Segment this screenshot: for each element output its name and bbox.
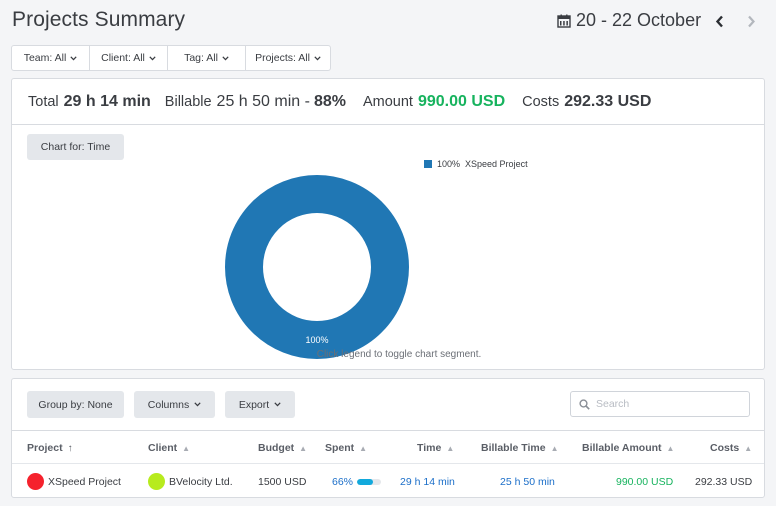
column-header-label: Billable Time bbox=[481, 442, 546, 454]
billable-value: 25 h 50 min - bbox=[216, 92, 310, 110]
column-header-label: Time bbox=[417, 442, 442, 454]
sort-icon: ▲︎ bbox=[359, 443, 368, 453]
donut-data-label: 100% bbox=[305, 335, 328, 345]
billable-percent: 88% bbox=[313, 92, 346, 110]
spent-progress-fill bbox=[357, 478, 373, 485]
sort-icon: ▲︎ bbox=[666, 443, 675, 453]
cell-spent: 66% bbox=[332, 465, 382, 498]
filter-bar: Team: All Client: All Tag: All Projects:… bbox=[11, 45, 331, 71]
table-row[interactable]: XSpeed Project BVelocity Ltd. 1500 USD 6… bbox=[12, 465, 764, 498]
chart-hint-text: Click legend to toggle chart segment. bbox=[316, 349, 482, 360]
amount-label: Amount bbox=[362, 93, 413, 110]
chevron-down-icon bbox=[314, 55, 321, 60]
page-title: Projects Summary bbox=[12, 8, 186, 31]
spent-progress-bar bbox=[357, 478, 382, 485]
column-header-label: Project bbox=[27, 442, 63, 454]
column-header-label: Spent bbox=[325, 442, 355, 454]
client-name: BVelocity Ltd. bbox=[169, 475, 233, 488]
filter-tag[interactable]: Tag: All bbox=[168, 46, 246, 70]
column-header-billable-time[interactable]: Billable Time ▲︎ bbox=[481, 431, 559, 465]
filter-client-label: Client: All bbox=[101, 52, 145, 64]
project-color-dot bbox=[27, 473, 44, 490]
column-header-billable-amount[interactable]: Billable Amount ▲︎ bbox=[582, 431, 674, 465]
column-header-costs[interactable]: Costs ▲︎ bbox=[710, 431, 752, 465]
chevron-down-icon bbox=[70, 55, 77, 60]
chevron-down-icon bbox=[274, 402, 281, 407]
column-header-label: Client bbox=[148, 442, 178, 454]
projects-table-card: Group by: None Columns Export Project ↑ … bbox=[11, 378, 765, 498]
table-header: Project ↑ Client ▲︎ Budget ▲︎ Spent ▲︎ T… bbox=[12, 430, 764, 464]
calendar-icon bbox=[557, 14, 571, 28]
cell-project[interactable]: XSpeed Project bbox=[27, 465, 121, 498]
column-header-label: Billable Amount bbox=[582, 442, 662, 454]
amount-value: 990.00 USD bbox=[417, 92, 506, 110]
column-header-label: Budget bbox=[258, 442, 295, 454]
next-period-button[interactable] bbox=[744, 12, 758, 30]
column-header-time[interactable]: Time ▲︎ bbox=[417, 431, 454, 465]
columns-button[interactable]: Columns bbox=[134, 391, 215, 418]
column-header-client[interactable]: Client ▲︎ bbox=[148, 431, 190, 465]
chevron-down-icon bbox=[222, 55, 229, 60]
cell-costs: 292.33 USD bbox=[695, 475, 753, 488]
sort-icon: ▲︎ bbox=[744, 443, 753, 453]
billable-label: Billable bbox=[164, 93, 212, 110]
group-by-label: Group by: None bbox=[38, 398, 113, 411]
summary-card: Total 29 h 14 min Billable 25 h 50 min -… bbox=[11, 78, 765, 370]
filter-projects-label: Projects: All bbox=[255, 52, 310, 64]
legend-item-xspeed-project[interactable]: 100% XSpeed Project bbox=[424, 159, 528, 169]
filter-client[interactable]: Client: All bbox=[90, 46, 168, 70]
date-range-label: 20 - 22 October bbox=[576, 10, 702, 30]
cell-time[interactable]: 29 h 14 min bbox=[400, 475, 455, 488]
cell-billable-time[interactable]: 25 h 50 min bbox=[500, 475, 555, 488]
costs-value: 292.33 USD bbox=[564, 92, 652, 110]
sort-icon: ▲︎ bbox=[550, 443, 559, 453]
donut-segment-xspeed-project[interactable] bbox=[225, 175, 409, 359]
sort-ascending-icon: ↑ bbox=[67, 442, 73, 454]
filter-team[interactable]: Team: All bbox=[12, 46, 90, 70]
chart-hint: Click legend to toggle chart segment. bbox=[12, 349, 764, 360]
sort-icon: ▲︎ bbox=[182, 443, 191, 453]
totals-bar: Total 29 h 14 min Billable 25 h 50 min -… bbox=[12, 79, 764, 125]
legend-label: XSpeed Project bbox=[465, 159, 528, 169]
cell-client: BVelocity Ltd. bbox=[148, 465, 233, 498]
cell-budget: 1500 USD bbox=[258, 475, 307, 488]
costs-label: Costs bbox=[522, 93, 560, 110]
chevron-left-icon bbox=[715, 15, 723, 27]
search-input[interactable] bbox=[596, 398, 736, 410]
client-color-dot bbox=[148, 473, 165, 490]
group-by-button[interactable]: Group by: None bbox=[27, 391, 124, 418]
column-header-spent[interactable]: Spent ▲︎ bbox=[325, 431, 367, 465]
donut-chart: 100% bbox=[225, 175, 409, 359]
columns-label: Columns bbox=[147, 398, 190, 411]
export-button[interactable]: Export bbox=[225, 391, 295, 418]
cell-billable-amount: 990.00 USD bbox=[616, 475, 674, 488]
chevron-down-icon bbox=[194, 402, 201, 407]
total-value: 29 h 14 min bbox=[63, 92, 151, 110]
total-label: Total bbox=[28, 93, 59, 110]
chart-for-button[interactable]: Chart for: Time bbox=[27, 134, 124, 160]
filter-team-label: Team: All bbox=[23, 52, 67, 64]
legend-percent: 100% bbox=[437, 159, 461, 169]
column-header-label: Costs bbox=[710, 442, 740, 454]
previous-period-button[interactable] bbox=[712, 12, 726, 30]
search-icon bbox=[579, 398, 590, 410]
export-label: Export bbox=[238, 398, 270, 411]
legend-swatch bbox=[424, 160, 432, 168]
filter-projects[interactable]: Projects: All bbox=[246, 46, 330, 70]
chevron-down-icon bbox=[149, 55, 156, 60]
column-header-budget[interactable]: Budget ▲︎ bbox=[258, 431, 307, 465]
project-name: XSpeed Project bbox=[48, 475, 121, 488]
filter-tag-label: Tag: All bbox=[184, 52, 218, 64]
search-box[interactable] bbox=[570, 391, 750, 417]
chevron-right-icon bbox=[747, 15, 755, 27]
column-header-project[interactable]: Project ↑ bbox=[27, 431, 73, 465]
sort-icon: ▲︎ bbox=[446, 443, 455, 453]
sort-icon: ▲︎ bbox=[299, 443, 308, 453]
spent-percent: 66% bbox=[332, 475, 354, 488]
date-range[interactable]: 20 - 22 October bbox=[557, 10, 701, 31]
